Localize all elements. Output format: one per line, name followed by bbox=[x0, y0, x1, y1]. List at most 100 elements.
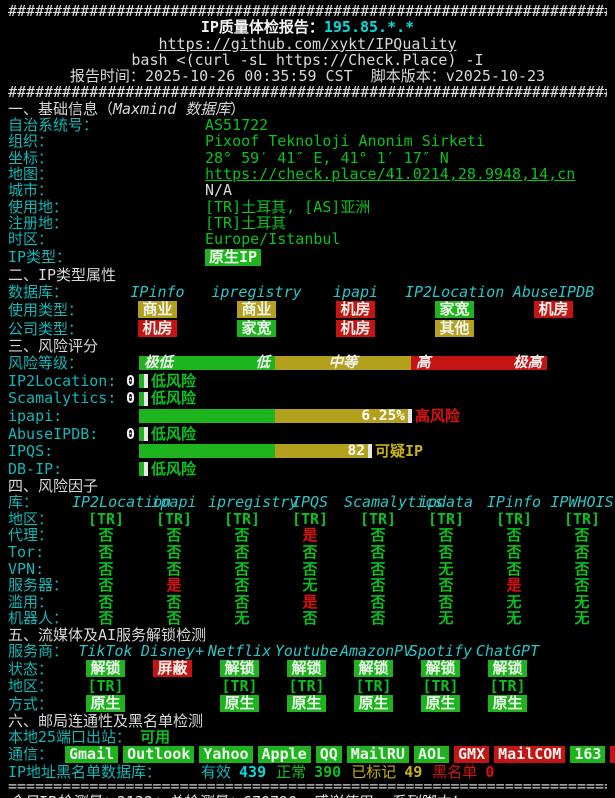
risk-factor-rows: 地区： [TR] [TR] [TR] [TR] [TR] [TR] [TR] [TR] 代理：否否… bbox=[8, 511, 607, 627]
field-value: [TR]土耳其 bbox=[205, 214, 287, 232]
factor-value: 否 bbox=[166, 592, 182, 611]
stream-region-value: [TR] bbox=[489, 677, 526, 696]
stream-row-label: 地区： bbox=[8, 677, 54, 696]
factor-cell-group: 否否否是否否否否 bbox=[72, 526, 615, 545]
risk-row-head: Scamalytics: 0 bbox=[8, 389, 139, 408]
mail-provider-badge: AOL bbox=[413, 745, 450, 763]
blacklist-stat-label: 正常 bbox=[276, 762, 307, 781]
report-ip-value: 195.85.*.* bbox=[323, 19, 415, 36]
factor-value: [TR] bbox=[359, 509, 397, 528]
factor-value: [TR] bbox=[223, 509, 261, 528]
risk-factor-row: 代理： 否 否 否 是 否 否 否 否 bbox=[8, 527, 607, 544]
risk-verdict: 低风险 bbox=[151, 371, 197, 390]
factor-cell-group: [TR] [TR] [TR] [TR] [TR] [TR] [TR] [TR] bbox=[72, 509, 615, 528]
stream-status-cell: 屏蔽 bbox=[139, 660, 206, 678]
stream-provider-row: 服务商： TikTok Disney+ Netflix Youtube AmazonPV S… bbox=[8, 643, 607, 660]
factor-cell-group: 否否否否否否否否 bbox=[72, 543, 615, 562]
type-cell: 商业 bbox=[108, 301, 207, 319]
factor-lib-name: IPWHOIS bbox=[550, 493, 614, 512]
report-time-value: 2025-10-26 00:35:59 CST bbox=[144, 68, 353, 85]
risk-score-rows: IP2Location: 0 低风险 Scamalytics: 0 低风险 ipapi: 6.… bbox=[8, 372, 607, 478]
type-attr-row: 使用类型： 商业 商业 机房 家宽 机房 bbox=[8, 300, 607, 319]
basic-info-row: 时区： Europe/Istanbul bbox=[8, 231, 607, 247]
risk-db-label: Scamalytics: bbox=[8, 389, 117, 408]
type-cell: 家宽 bbox=[405, 301, 504, 319]
scale-segment: 中等 bbox=[275, 355, 411, 371]
risk-db-label: AbuseIPDB: bbox=[8, 424, 99, 443]
type-cell: 机房 bbox=[504, 301, 603, 319]
stream-method-cell: 原生 bbox=[407, 695, 474, 713]
blacklist-stat-label: 黑名单 bbox=[432, 762, 478, 781]
factor-label: 地区： bbox=[8, 509, 54, 528]
cell-group: 机房 家宽 机房 其他 bbox=[108, 320, 603, 338]
stream-provider-name: AmazonPV bbox=[340, 642, 413, 661]
factor-value: 是 bbox=[302, 526, 318, 545]
type-attr-rows: 使用类型： 商业 商业 机房 家宽 机房 公司类型： 机房 家宽 机房 其他 bbox=[8, 300, 607, 338]
report-time-label: 报告时间： bbox=[69, 68, 145, 85]
port-status: 可用 bbox=[140, 729, 171, 746]
factor-value: 否 bbox=[370, 526, 386, 545]
map-link[interactable]: https://check.place/41.0214,28.9948,14,c… bbox=[205, 165, 576, 183]
section-type-title: 二、IP类型属性 bbox=[8, 267, 117, 284]
factor-value: 无 bbox=[302, 576, 318, 595]
factor-value: 无 bbox=[234, 609, 250, 628]
ip-type-label: IP类型： bbox=[8, 248, 72, 267]
stream-status-badge: 解锁 bbox=[86, 660, 125, 678]
stream-provider-name: Disney+ bbox=[140, 642, 205, 661]
factor-lib-name: ipapi bbox=[151, 493, 197, 512]
basic-info-row: 坐标： 28° 59′ 41″ E, 41° 1′ 17″ N bbox=[8, 150, 607, 166]
stream-provider-name: Netflix bbox=[207, 642, 272, 661]
risk-bar-marker bbox=[408, 409, 412, 424]
stream-method-badge: 原生 bbox=[86, 695, 125, 713]
type-cell: 机房 bbox=[306, 301, 405, 319]
basic-info-list: 自治系统号： AS51722 组织： Pixoof Teknoloji Anonim … bbox=[8, 117, 607, 247]
row-label: 公司类型： bbox=[8, 319, 84, 338]
basic-info-row: 地图： https://check.place/41.0214,28.9948,1… bbox=[8, 166, 607, 182]
risk-bar: 82 可疑IP bbox=[139, 443, 423, 460]
risk-bar-marker bbox=[144, 426, 148, 441]
factor-label: 机器人： bbox=[8, 609, 69, 628]
factor-lib-name: ipdata bbox=[418, 493, 474, 512]
factor-value: 否 bbox=[370, 576, 386, 595]
risk-bar-score: 6.25% bbox=[361, 408, 405, 425]
factor-value: 否 bbox=[98, 592, 114, 611]
stream-cell-group: 解锁 屏蔽 解锁 解锁 解锁 解锁 解锁 bbox=[72, 660, 541, 678]
risk-scale-row: 风险等级： 极低 低 中等 高 极高 bbox=[8, 355, 607, 373]
stream-status-cell: 解锁 bbox=[474, 660, 541, 678]
type-badge: 机房 bbox=[336, 320, 375, 338]
mail-provider-badge: Apple bbox=[257, 745, 311, 763]
blacklist-stat: 已标记 49 bbox=[351, 762, 423, 781]
factor-label: Tor: bbox=[8, 543, 45, 562]
mail-provider-badge: Sohu bbox=[610, 745, 615, 763]
type-cell: 商业 bbox=[207, 301, 306, 319]
factor-value: 否 bbox=[302, 543, 318, 562]
stream-status-cell: 解锁 bbox=[206, 660, 273, 678]
risk-score-row: IP2Location: 0 低风险 bbox=[8, 372, 607, 390]
factor-label: VPN: bbox=[8, 559, 45, 578]
type-attr-row: 公司类型： 机房 家宽 机房 其他 bbox=[8, 319, 607, 338]
factor-value: 否 bbox=[234, 592, 250, 611]
repo-link[interactable]: https://github.com/xykt/IPQuality bbox=[158, 35, 457, 52]
risk-bar-marker bbox=[144, 461, 148, 476]
type-cell: 其他 bbox=[405, 320, 504, 338]
type-badge: 其他 bbox=[435, 320, 474, 338]
risk-verdict: 高风险 bbox=[415, 407, 461, 426]
report-title-label: IP质量体检报告： bbox=[200, 19, 324, 36]
type-cell: 机房 bbox=[108, 320, 207, 338]
factor-value: 否 bbox=[166, 559, 182, 578]
mail-provider-badge: QQ bbox=[315, 745, 342, 763]
footer-stats: 今日IP检测量：2132；总检测量：670790。感谢使用xy系列脚本！ bbox=[8, 794, 607, 798]
stream-provider-name: TikTok bbox=[78, 642, 133, 661]
factor-value: 否 bbox=[98, 526, 114, 545]
field-value: 28° 59′ 41″ E, 41° 1′ 17″ N bbox=[205, 149, 449, 166]
factor-value: 否 bbox=[234, 526, 250, 545]
risk-bar: 低风险 bbox=[139, 425, 196, 442]
risk-factor-row: 机器人： 否 否 无 否 否 无 无 无 bbox=[8, 610, 607, 627]
factor-value: 否 bbox=[506, 526, 522, 545]
factor-value: 否 bbox=[370, 609, 386, 628]
factor-value: 否 bbox=[98, 576, 114, 595]
risk-bar: 6.25% 高风险 bbox=[139, 408, 460, 424]
field-label: 地图： bbox=[8, 165, 54, 183]
factor-label: 代理： bbox=[8, 526, 54, 545]
blacklist-stat-value: 49 bbox=[404, 762, 423, 781]
